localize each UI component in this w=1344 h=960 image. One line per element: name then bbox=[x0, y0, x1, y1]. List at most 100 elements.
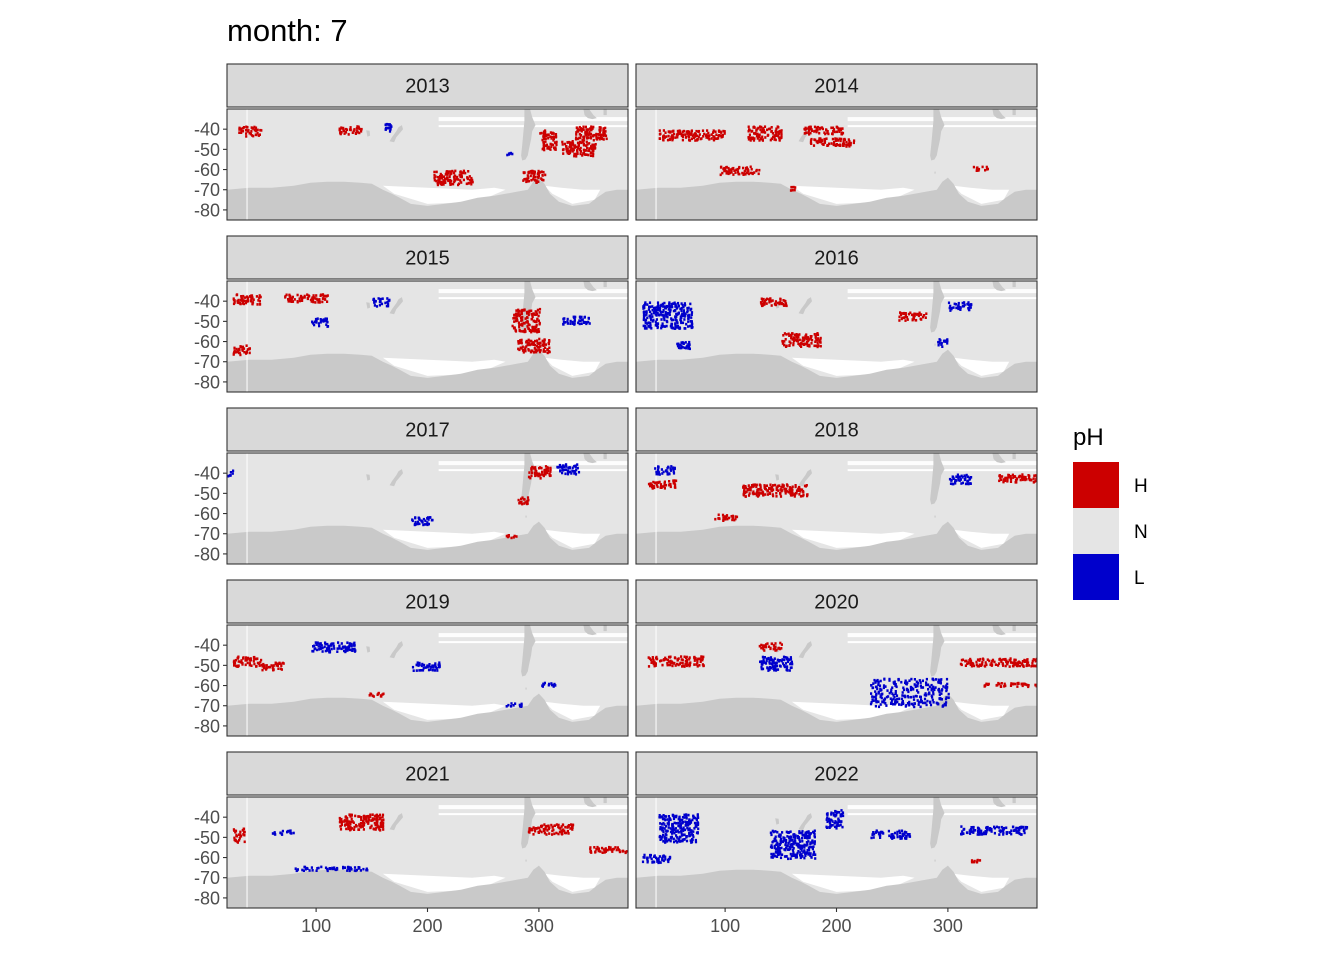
ph-cell bbox=[510, 702, 513, 705]
land-mass bbox=[636, 521, 1037, 564]
ph-cell bbox=[1019, 478, 1022, 482]
ph-cell bbox=[588, 142, 591, 145]
ph-cell bbox=[344, 131, 348, 134]
ph-cell bbox=[534, 829, 537, 833]
ph-cell bbox=[985, 663, 988, 667]
ph-cell bbox=[521, 315, 524, 319]
ph-cell bbox=[544, 173, 547, 177]
ph-cell bbox=[597, 847, 601, 850]
ph-cell bbox=[872, 831, 875, 834]
ph-cell bbox=[791, 188, 794, 192]
ph-cell bbox=[677, 132, 680, 135]
ph-cell bbox=[749, 139, 752, 142]
ph-cell bbox=[798, 333, 801, 336]
ph-cell bbox=[253, 662, 256, 666]
ph-cell bbox=[940, 692, 943, 695]
ph-cell bbox=[248, 662, 251, 665]
ph-cell bbox=[251, 301, 255, 304]
ph-cell bbox=[550, 137, 553, 140]
ph-cell bbox=[876, 687, 879, 691]
ph-cell bbox=[747, 169, 750, 173]
ph-cell bbox=[838, 137, 841, 141]
ph-cell bbox=[908, 700, 911, 704]
ph-cell bbox=[254, 128, 257, 132]
ph-cell bbox=[296, 868, 299, 871]
ph-cell bbox=[674, 656, 677, 660]
ph-cell bbox=[290, 300, 293, 303]
ph-cell bbox=[970, 826, 973, 829]
ph-cell bbox=[685, 322, 688, 326]
ph-cell bbox=[660, 823, 663, 826]
ph-cell bbox=[884, 702, 887, 705]
ph-cell bbox=[656, 322, 659, 325]
ph-cell bbox=[771, 485, 774, 489]
ph-cell bbox=[381, 813, 385, 817]
ph-cell bbox=[896, 833, 899, 836]
ph-cell bbox=[839, 813, 842, 816]
ph-region-H bbox=[517, 337, 551, 355]
plot-area bbox=[636, 281, 1037, 392]
ph-cell bbox=[669, 469, 673, 472]
land-mass bbox=[603, 453, 607, 460]
ph-cell bbox=[791, 662, 794, 666]
ph-cell bbox=[690, 137, 693, 141]
ph-cell bbox=[523, 178, 526, 181]
ph-cell bbox=[453, 171, 456, 174]
ph-cell bbox=[965, 473, 968, 477]
ph-cell bbox=[809, 841, 812, 844]
ph-cell bbox=[258, 303, 262, 306]
ph-cell bbox=[768, 298, 771, 301]
ph-cell bbox=[891, 702, 895, 706]
ph-cell bbox=[669, 305, 672, 309]
ph-cell bbox=[666, 829, 669, 833]
ph-cell bbox=[724, 518, 727, 521]
ph-cell bbox=[536, 339, 539, 342]
ph-cell bbox=[279, 831, 282, 835]
ph-cell bbox=[932, 690, 935, 694]
ph-cell bbox=[961, 305, 964, 308]
ph-cell bbox=[373, 301, 376, 304]
ph-cell bbox=[526, 343, 529, 347]
ph-cell bbox=[967, 307, 970, 310]
ph-cell bbox=[291, 300, 295, 303]
ph-cell bbox=[750, 484, 754, 487]
ph-cell bbox=[548, 350, 551, 354]
panel-border bbox=[635, 280, 1038, 393]
ph-cell bbox=[997, 826, 1001, 829]
ph-cell bbox=[769, 646, 772, 650]
ph-cell bbox=[291, 295, 294, 299]
ph-cell bbox=[602, 127, 605, 130]
ph-cell bbox=[681, 658, 684, 662]
ph-cell bbox=[242, 347, 246, 350]
ph-cell bbox=[695, 818, 698, 822]
ph-cell bbox=[348, 648, 352, 652]
ph-cell bbox=[680, 831, 683, 835]
ph-cell bbox=[668, 301, 671, 304]
ph-cell bbox=[747, 125, 750, 129]
ph-cell bbox=[888, 679, 891, 682]
ph-cell bbox=[1002, 658, 1005, 661]
ph-cell bbox=[794, 841, 797, 845]
ph-cell bbox=[321, 650, 324, 653]
ph-cell bbox=[449, 181, 452, 185]
ph-cell bbox=[790, 660, 793, 664]
ph-cell bbox=[780, 489, 783, 493]
ph-cell bbox=[587, 149, 590, 152]
ph-cell bbox=[805, 851, 808, 854]
ph-cell bbox=[788, 334, 791, 337]
ph-cell bbox=[912, 698, 916, 701]
ph-region-H bbox=[998, 473, 1037, 484]
ph-cell bbox=[250, 130, 253, 133]
ph-cell bbox=[594, 143, 597, 146]
ph-cell bbox=[662, 308, 665, 312]
ph-cell bbox=[362, 815, 365, 818]
land-mass bbox=[227, 521, 628, 564]
ph-cell bbox=[772, 644, 775, 647]
facet-strip bbox=[226, 579, 629, 624]
ph-cell bbox=[420, 664, 423, 668]
ph-cell bbox=[582, 142, 585, 146]
ph-region-H bbox=[758, 641, 783, 652]
land-mass bbox=[521, 109, 536, 161]
ph-cell bbox=[691, 322, 694, 326]
ph-cell bbox=[963, 474, 966, 477]
